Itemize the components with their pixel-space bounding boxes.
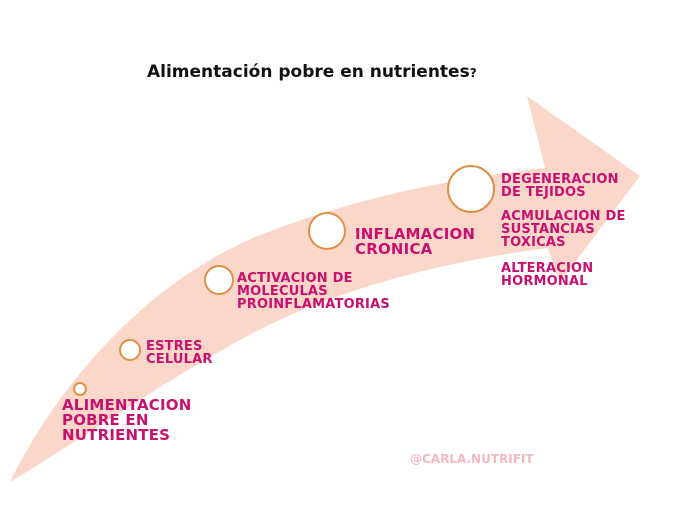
step-label-2: ESTRES CELULAR [146,339,213,367]
step-circle-3 [204,265,234,295]
step-circle-4 [308,212,346,250]
step-circle-1 [73,382,87,396]
step-circle-5 [447,165,495,213]
step-label-4: INFLAMACION CRONICA [355,225,476,258]
effect-label-1: ACMULACION DE SUSTANCIAS TOXICAS [501,209,626,250]
effect-label-2: ALTERACION HORMONAL [501,261,594,289]
step-label-3: ACTIVACION DE MOLECULAS PROINFLAMATORIAS [237,271,390,312]
page-title: Alimentación pobre en nutrientes? [147,62,477,82]
author-handle: @CARLA.NUTRIFIT [410,452,534,466]
step-label-1: ALIMENTACION POBRE EN NUTRIENTES [62,396,192,444]
step-label-5: DEGENERACION DE TEJIDOS [501,172,619,200]
step-circle-2 [119,339,141,361]
